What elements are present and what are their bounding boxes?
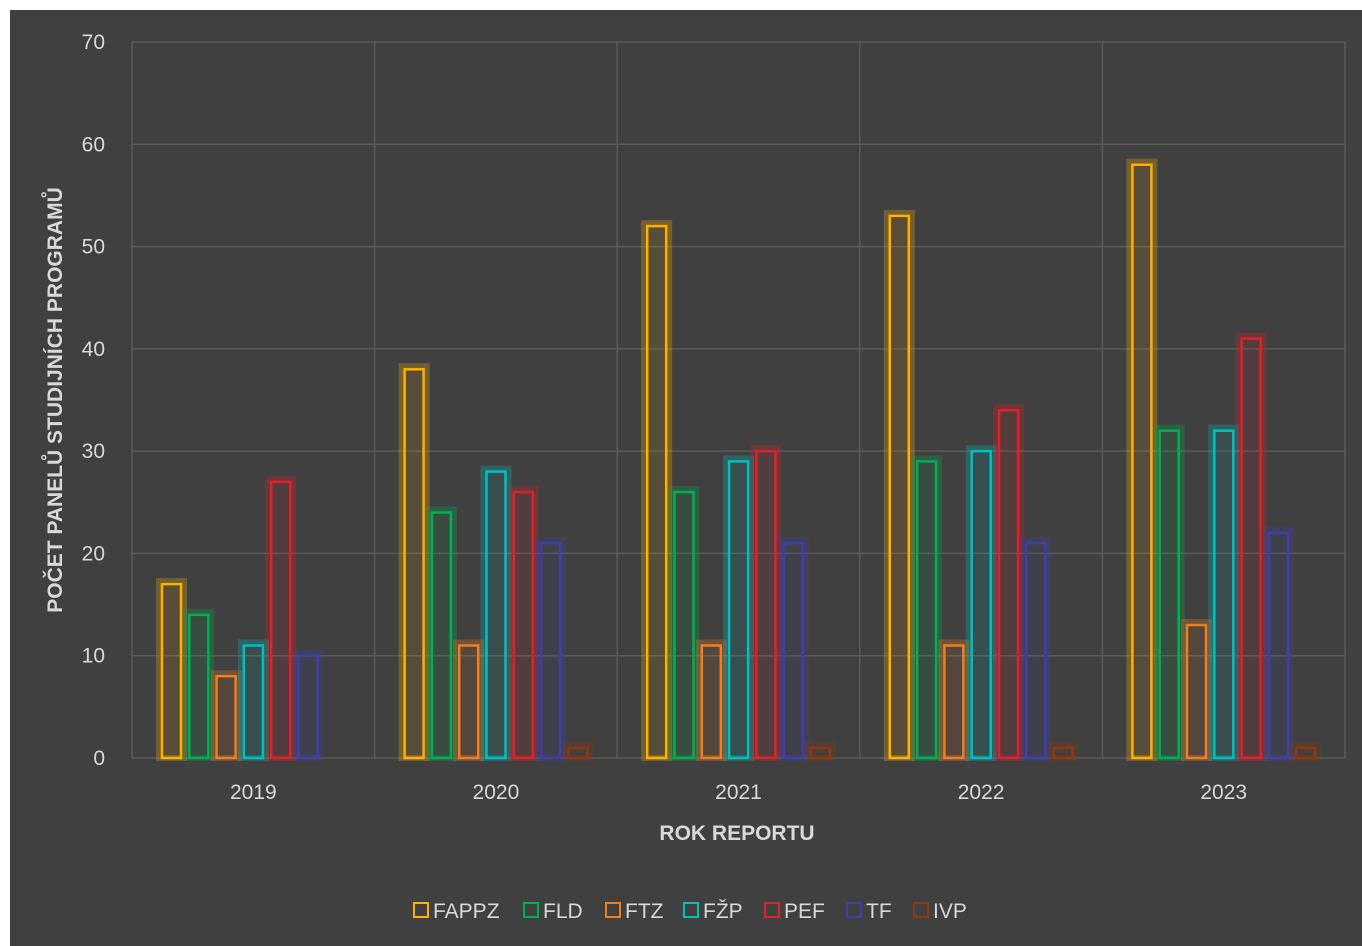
bar-fappz — [888, 214, 911, 760]
bar-fžp — [1213, 429, 1235, 760]
bar-pef — [1240, 337, 1262, 760]
bar-ivp — [567, 746, 589, 760]
bar-ftz — [1185, 623, 1208, 760]
legend-label: PEF — [784, 900, 825, 923]
legend-label: FAPPZ — [433, 900, 500, 923]
y-tick-label: 20 — [82, 542, 105, 565]
bars — [156, 158, 1322, 762]
legend-label: FŽP — [703, 900, 743, 923]
bar-tf — [539, 541, 562, 760]
bar-tf — [297, 654, 319, 760]
legend-swatch — [413, 902, 429, 918]
legend-swatch — [846, 902, 862, 918]
legend-swatch — [683, 902, 699, 918]
legend-swatch — [913, 902, 929, 918]
x-axis-title: ROK REPORTU — [659, 822, 814, 845]
bar-fld — [915, 460, 938, 760]
bar-fld — [188, 613, 210, 760]
y-tick-label: 40 — [82, 338, 105, 361]
chart-panel: 0 10 20 30 40 50 60 70 2019 2020 2021 2022 2023 POČ… — [10, 10, 1362, 946]
y-tick-label: 60 — [82, 133, 105, 156]
x-tick-label: 2019 — [230, 781, 277, 804]
y-tick-label: 70 — [82, 31, 105, 54]
bar-fžp — [242, 644, 265, 760]
bar-ivp — [1052, 746, 1074, 760]
bar-fžp — [970, 449, 992, 760]
bar-fld — [1158, 429, 1180, 760]
x-tick-label: 2021 — [715, 781, 762, 804]
legend-swatch — [523, 902, 539, 918]
bar-fld — [430, 511, 453, 760]
y-tick-label: 10 — [82, 645, 105, 668]
y-tick-label: 0 — [93, 747, 105, 770]
bar-fappz — [645, 224, 668, 760]
bar-pef — [269, 480, 292, 760]
bar-chart: 0 10 20 30 40 50 60 70 2019 2020 2021 2022 2023 POČ… — [41, 31, 1346, 923]
legend-swatch — [605, 902, 621, 918]
bar-ftz — [700, 644, 723, 760]
bar-fappz — [1131, 163, 1153, 760]
legend-label: FLD — [543, 900, 583, 923]
bar-fappz — [403, 368, 425, 760]
legend-label: IVP — [933, 900, 967, 923]
y-axis-ticks: 0 10 20 30 40 50 60 70 — [82, 31, 105, 770]
bar-ftz — [943, 644, 965, 760]
y-tick-label: 50 — [82, 236, 105, 259]
bar-fžp — [485, 470, 507, 760]
gridlines — [131, 41, 1346, 759]
bar-fld — [673, 490, 695, 760]
bar-tf — [782, 541, 804, 760]
bar-tf — [1025, 541, 1047, 760]
bar-ivp — [1294, 746, 1317, 760]
y-axis-title: POČET PANELŮ STUDIJNÍCH PROGRAMŮ — [41, 187, 67, 612]
x-tick-label: 2023 — [1200, 781, 1247, 804]
x-tick-label: 2022 — [958, 781, 1005, 804]
legend-label: TF — [866, 900, 892, 923]
bar-pef — [512, 490, 535, 760]
bar-ftz — [215, 674, 237, 760]
bar-ftz — [457, 644, 480, 760]
bar-pef — [997, 408, 1020, 760]
bar-fžp — [727, 460, 750, 760]
bar-tf — [1267, 531, 1290, 760]
x-axis-ticks: 2019 2020 2021 2022 2023 — [230, 781, 1247, 804]
legend: FAPPZ FLD FTZ FŽP PEF TF IVP — [413, 900, 967, 923]
y-tick-label: 30 — [82, 440, 105, 463]
bar-fappz — [160, 582, 183, 760]
x-tick-label: 2020 — [473, 781, 520, 804]
legend-swatch — [764, 902, 780, 918]
bar-pef — [755, 449, 777, 760]
legend-label: FTZ — [625, 900, 664, 923]
bar-ivp — [809, 746, 832, 760]
